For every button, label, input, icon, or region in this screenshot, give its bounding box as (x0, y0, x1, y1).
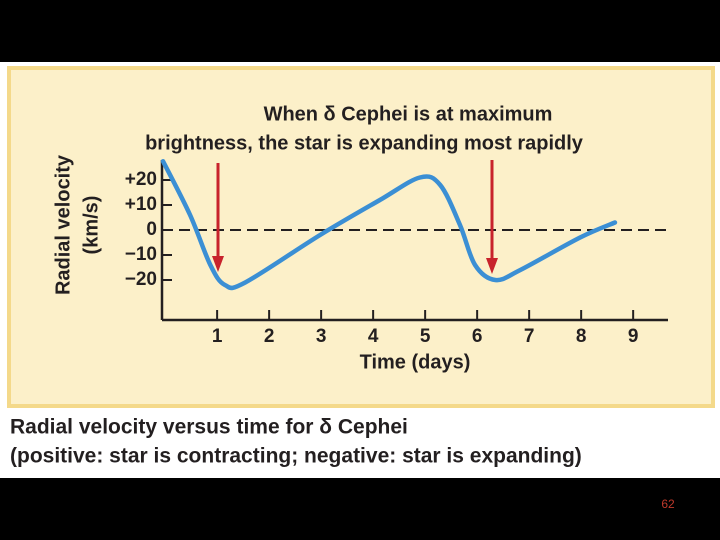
figure-panel (7, 66, 715, 408)
arrow-head (212, 256, 224, 272)
y-axis-label: (km/s) (80, 196, 102, 255)
caption-line: Radial velocity versus time for δ Cephei (10, 416, 408, 439)
velocity-curve (160, 159, 618, 291)
y-tick-label: 0 (146, 219, 157, 240)
annotation-line: brightness, the star is expanding most r… (145, 132, 584, 154)
x-tick-label: 7 (524, 326, 535, 347)
y-tick-label: −20 (125, 269, 157, 290)
arrows (212, 160, 498, 274)
x-tick-label: 6 (472, 326, 483, 347)
x-tick-label: 3 (316, 326, 327, 347)
caption-line: (positive: star is contracting; negative… (10, 445, 582, 468)
y-tick-label: +20 (125, 169, 157, 190)
x-tick-label: 4 (368, 326, 379, 347)
x-tick-label: 1 (212, 326, 223, 347)
x-tick-label: 8 (576, 326, 587, 347)
x-tick-label: 5 (420, 326, 431, 347)
x-tick-label: 9 (628, 326, 639, 347)
annotation-line: When δ Cephei is at maximum (264, 103, 553, 125)
page-number: 62 (661, 497, 675, 511)
y-tick-label: −10 (125, 244, 157, 265)
y-axis-label: Radial velocity (52, 154, 74, 295)
arrow-head (486, 258, 498, 274)
x-tick-label: 2 (264, 326, 275, 347)
x-axis-label: Time (days) (360, 351, 471, 373)
y-tick-label: +10 (125, 194, 157, 215)
